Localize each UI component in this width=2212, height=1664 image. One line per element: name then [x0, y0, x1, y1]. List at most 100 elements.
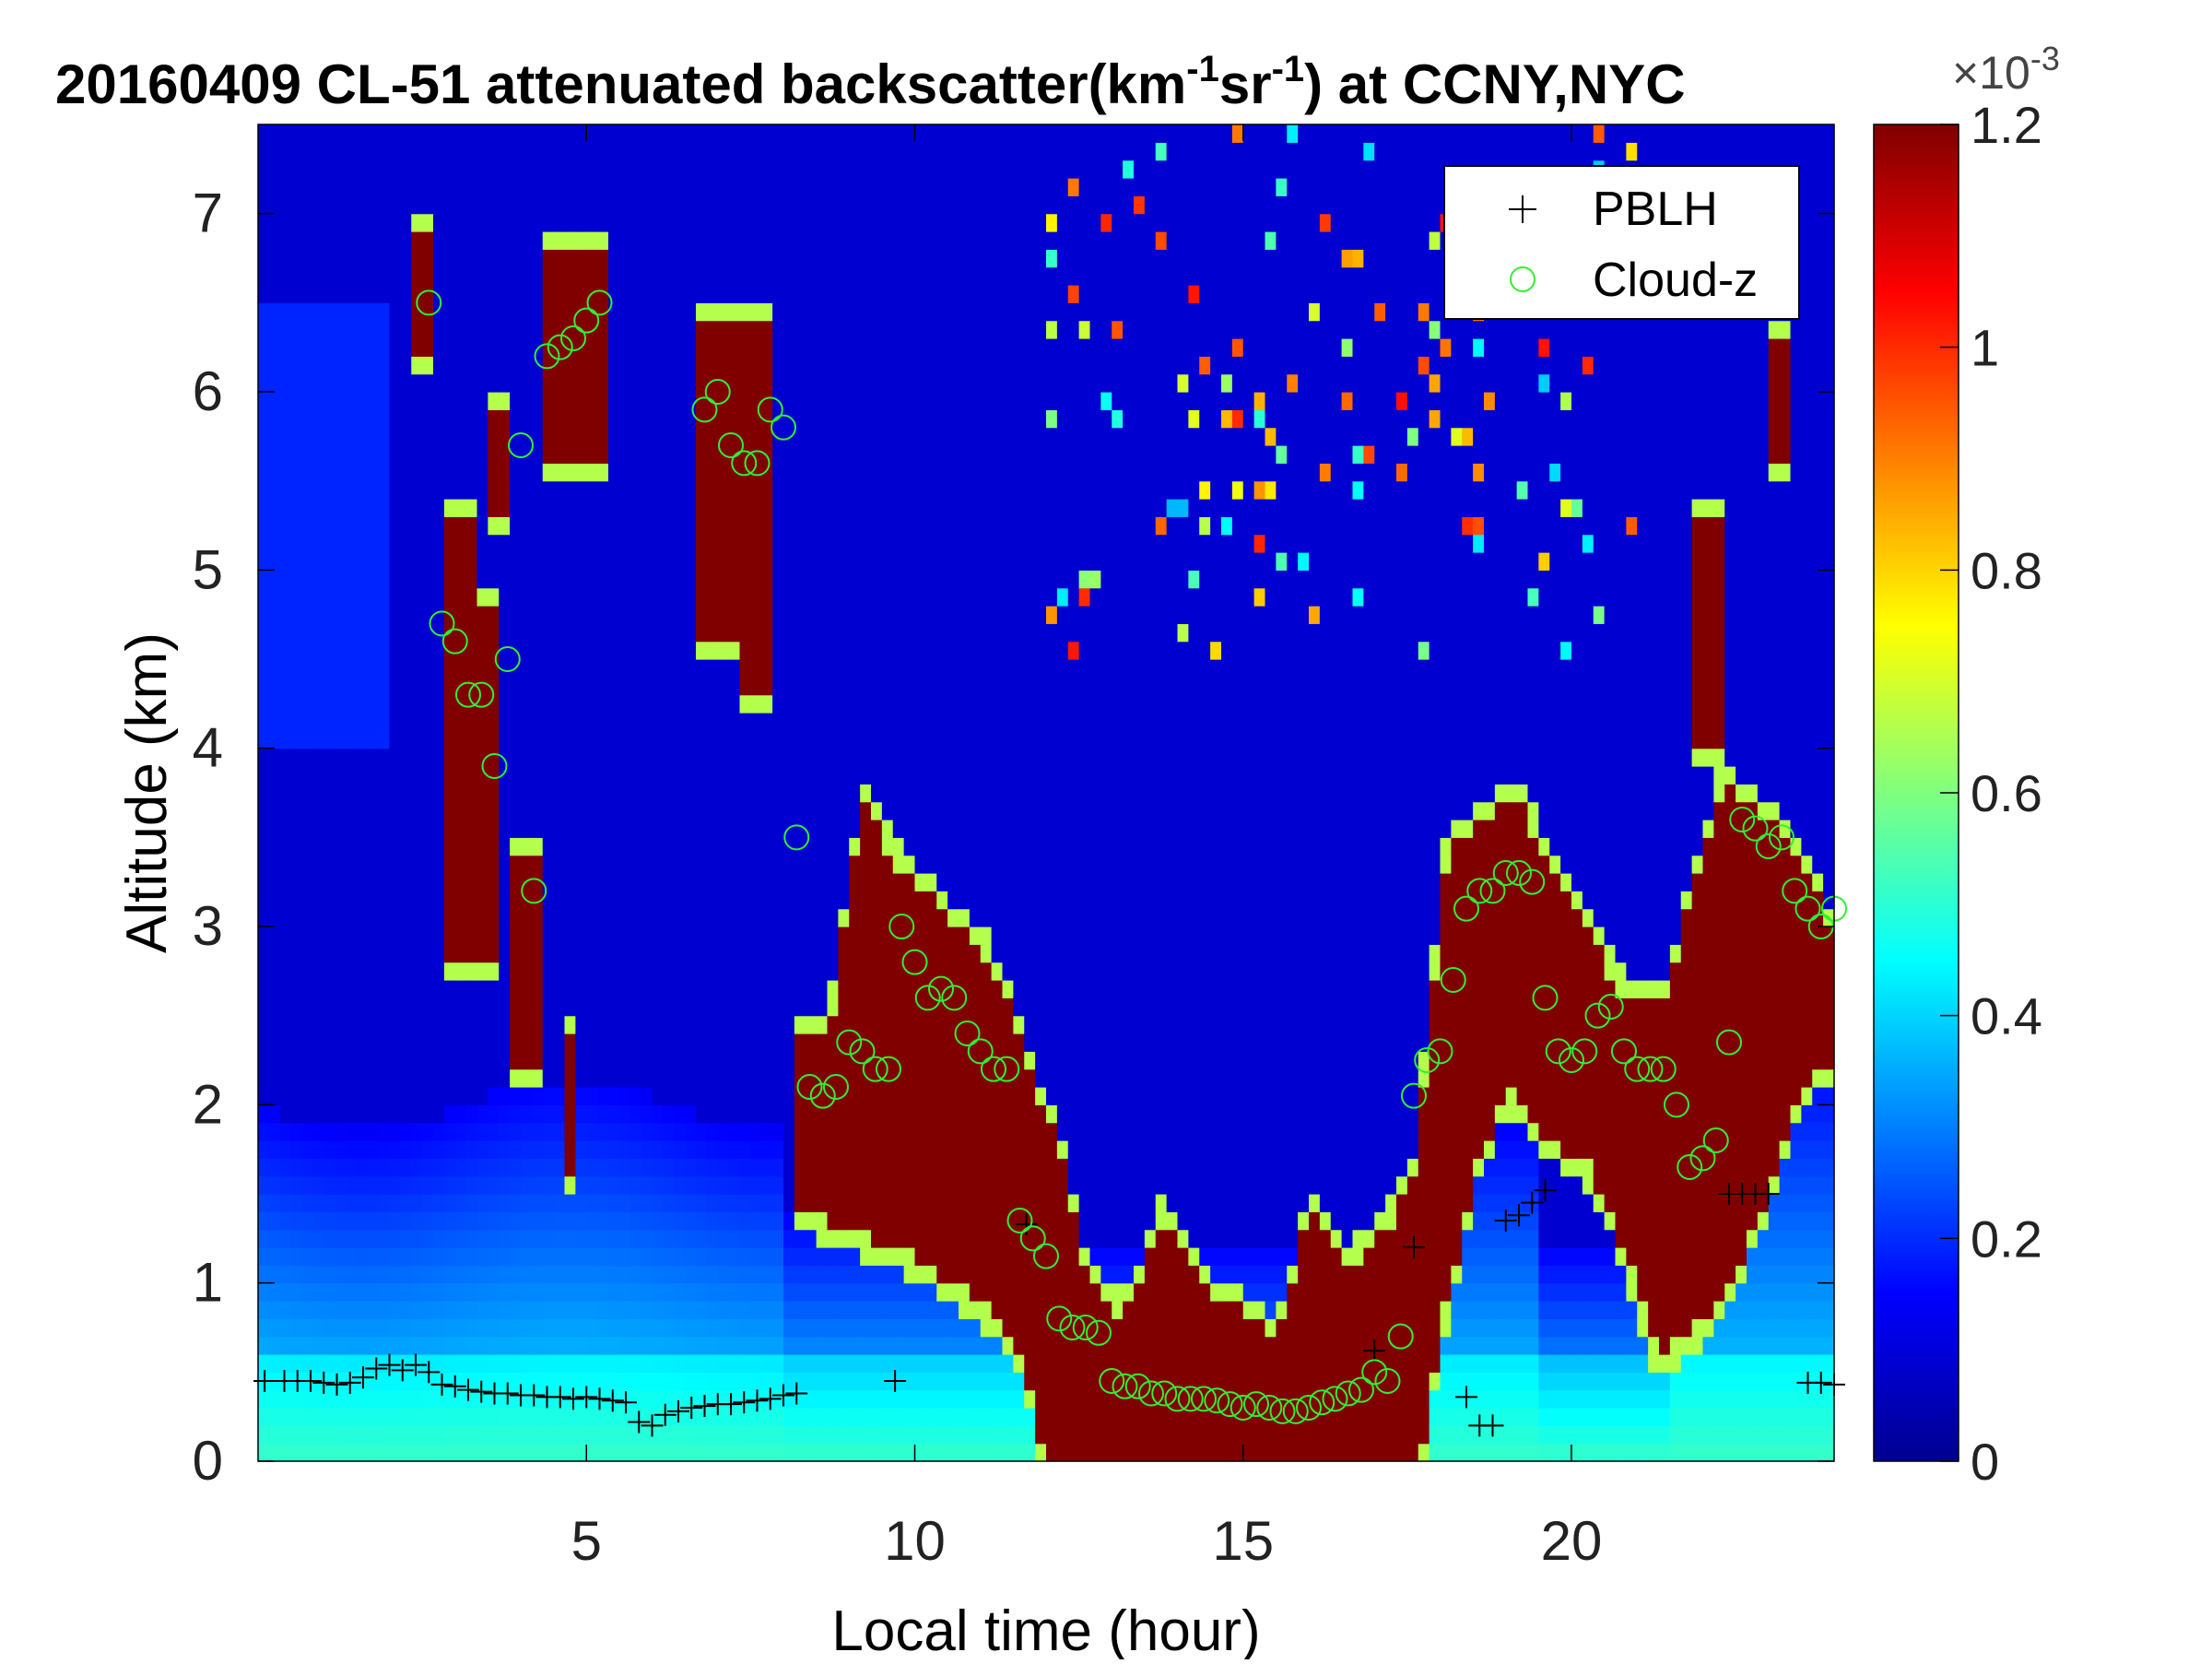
heatmap-cell	[301, 748, 313, 767]
heatmap-cell	[739, 1175, 751, 1195]
heatmap-cell	[827, 1408, 839, 1426]
heatmap-cell	[433, 338, 445, 357]
heatmap-cell	[312, 1425, 324, 1445]
heatmap-cell	[477, 820, 488, 838]
heatmap-cell	[367, 997, 380, 1017]
heatmap-cell	[816, 427, 829, 446]
heatmap-cell	[663, 908, 675, 927]
heatmap-cell	[586, 1425, 598, 1445]
heatmap-cell	[728, 891, 741, 910]
heatmap-cell	[301, 159, 313, 179]
heatmap-cell	[739, 427, 751, 446]
heatmap-cell	[268, 1336, 281, 1355]
heatmap-cell	[663, 1318, 675, 1338]
heatmap-cell	[959, 891, 971, 910]
heatmap-cell	[696, 801, 708, 820]
heatmap-cell	[947, 338, 959, 357]
heatmap-cell	[411, 1122, 423, 1141]
heatmap-cell	[706, 962, 719, 981]
heatmap-cell	[936, 302, 948, 322]
heatmap-cell	[268, 445, 281, 464]
heatmap-cell	[335, 730, 347, 749]
heatmap-cell	[389, 766, 401, 785]
heatmap-cell	[914, 1211, 926, 1231]
heatmap-cell	[312, 801, 324, 820]
heatmap-cell	[871, 641, 883, 660]
heatmap-cell	[400, 1425, 412, 1445]
heatmap-cell	[367, 944, 380, 963]
heatmap-cell	[629, 142, 642, 161]
heatmap-cell	[400, 1015, 412, 1034]
heatmap-cell	[531, 302, 544, 322]
heatmap-cell	[400, 677, 412, 696]
heatmap-cell	[433, 784, 445, 803]
heatmap-cell	[750, 784, 762, 803]
heatmap-cell	[531, 873, 544, 891]
heatmap-cell	[433, 1140, 445, 1159]
heatmap-cell	[542, 463, 555, 482]
heatmap-cell	[838, 606, 850, 624]
heatmap-cell	[411, 534, 423, 553]
heatmap-cell	[510, 1425, 522, 1445]
heatmap-cell	[499, 159, 511, 179]
heatmap-cell	[618, 926, 631, 945]
heatmap-cell	[969, 944, 982, 963]
heatmap-cell	[750, 142, 762, 161]
heatmap-cell	[794, 231, 806, 250]
heatmap-cell	[706, 1318, 719, 1338]
heatmap-cell	[925, 713, 937, 731]
heatmap-cell	[783, 1443, 795, 1462]
heatmap-cell	[597, 1015, 609, 1034]
heatmap-cell	[268, 1104, 281, 1124]
heatmap-cell	[301, 1051, 313, 1070]
heatmap-cell	[728, 1336, 741, 1355]
heatmap-cell	[367, 587, 380, 607]
heatmap-cell	[400, 178, 412, 196]
heatmap-cell	[618, 944, 631, 963]
heatmap-cell	[871, 1318, 883, 1338]
heatmap-cell	[914, 784, 926, 803]
heatmap-cell	[772, 159, 784, 179]
heatmap-cell	[783, 1336, 795, 1355]
heatmap-cell	[728, 392, 741, 410]
heatmap-cell	[652, 1211, 664, 1231]
heatmap-cell	[696, 320, 708, 339]
heatmap-cell	[903, 1282, 916, 1302]
heatmap-cell	[849, 338, 861, 357]
heatmap-cell	[521, 142, 533, 161]
heatmap-cell	[499, 1140, 511, 1159]
heatmap-cell	[936, 499, 948, 517]
heatmap-cell	[356, 908, 369, 927]
heatmap-cell	[925, 891, 937, 910]
heatmap-cell	[618, 997, 631, 1017]
heatmap-cell	[356, 445, 369, 464]
heatmap-cell	[871, 302, 883, 322]
heatmap-cell	[717, 1354, 730, 1373]
heatmap-cell	[356, 570, 369, 589]
heatmap-cell	[542, 1194, 555, 1212]
heatmap-cell	[564, 1443, 576, 1462]
heatmap-cell	[674, 1282, 686, 1302]
heatmap-cell	[925, 801, 937, 820]
heatmap-cell	[739, 1265, 751, 1284]
heatmap-cell	[685, 480, 697, 500]
heatmap-cell	[367, 1354, 380, 1373]
heatmap-cell	[521, 285, 533, 303]
heatmap-cell	[641, 820, 653, 838]
heatmap-cell	[728, 178, 741, 196]
heatmap-cell	[367, 409, 380, 429]
heatmap-cell	[947, 409, 959, 429]
heatmap-cell	[608, 873, 620, 891]
heatmap-cell	[618, 249, 631, 268]
heatmap-cell	[279, 980, 292, 998]
heatmap-cell	[290, 373, 303, 393]
heatmap-cell	[618, 891, 631, 910]
heatmap-cell	[488, 124, 500, 143]
heatmap-cell	[761, 855, 773, 874]
heatmap-cell	[542, 1372, 555, 1391]
heatmap-cell	[400, 837, 412, 856]
heatmap-cell	[346, 1443, 358, 1462]
heatmap-cell	[706, 1425, 719, 1445]
heatmap-cell	[717, 1158, 730, 1177]
heatmap-cell	[279, 1389, 292, 1409]
